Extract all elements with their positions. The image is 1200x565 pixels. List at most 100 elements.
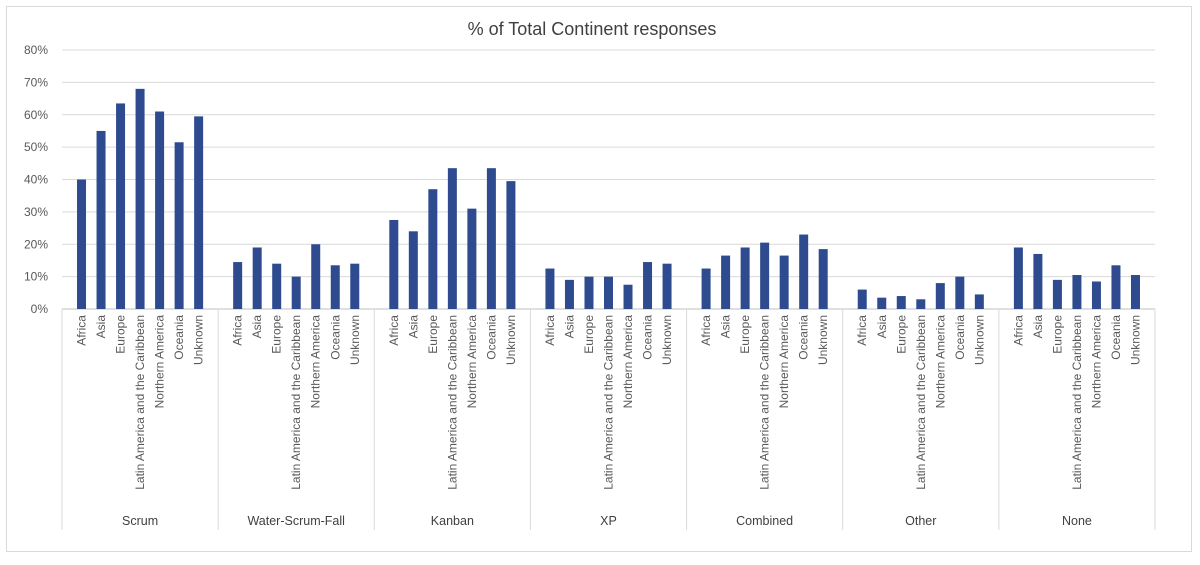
x-category-label: Northern America: [309, 315, 323, 409]
bar: [662, 263, 672, 309]
bar: [291, 276, 301, 310]
x-category-label: Oceania: [1109, 315, 1123, 360]
y-tick-label: 70%: [24, 75, 48, 89]
bar: [252, 247, 262, 309]
y-tick-label: 50%: [24, 140, 48, 154]
bar: [389, 219, 399, 309]
x-category-label: Europe: [738, 315, 752, 354]
x-group-label: Combined: [736, 514, 793, 528]
bar: [174, 142, 184, 309]
bar: [428, 189, 438, 309]
x-category-label: Africa: [855, 315, 869, 346]
x-category-label: Africa: [543, 315, 557, 346]
x-category-label: Northern America: [621, 315, 635, 409]
bar: [350, 263, 360, 309]
bar: [740, 247, 750, 309]
x-group-label: XP: [600, 514, 617, 528]
x-category-label: Unknown: [192, 315, 206, 365]
x-category-label: Europe: [114, 315, 128, 354]
x-category-label: Unknown: [816, 315, 830, 365]
x-category-label: Unknown: [972, 315, 986, 365]
y-tick-label: 60%: [24, 108, 48, 122]
bar: [311, 244, 321, 309]
bar: [564, 279, 574, 309]
x-category-label: Unknown: [504, 315, 518, 365]
bar: [1091, 281, 1101, 309]
x-category-label: Oceania: [797, 315, 811, 360]
bar: [935, 283, 945, 309]
chart-frame: [6, 6, 1192, 552]
bar: [604, 276, 613, 310]
y-axis-ticks: 0% 10% 20% 30% 40% 50% 60% 70% 80%: [24, 43, 48, 316]
x-group-label: Water-Scrum-Fall: [247, 514, 344, 528]
x-category-label: Latin America and the Caribbean: [445, 315, 459, 490]
x-category-label: Oceania: [953, 315, 967, 360]
bar: [1072, 275, 1082, 309]
x-category-label: Oceania: [641, 315, 655, 360]
x-category-label: Europe: [270, 315, 284, 354]
bar: [818, 249, 828, 309]
bar: [408, 231, 418, 309]
bar: [584, 276, 594, 310]
y-tick-label: 20%: [24, 237, 48, 251]
x-category-label: Europe: [894, 315, 908, 354]
x-category-label: Latin America and the Caribbean: [289, 315, 303, 490]
bar: [96, 130, 106, 309]
bar: [721, 255, 731, 309]
bar: [116, 103, 126, 309]
bar: [155, 111, 165, 309]
bars: [77, 88, 1140, 310]
bar: [272, 263, 282, 309]
x-category-label: Africa: [231, 315, 245, 346]
x-category-label: Europe: [426, 315, 440, 354]
x-category-label: Africa: [699, 315, 713, 346]
bar: [779, 255, 789, 309]
x-category-label: Unknown: [348, 315, 362, 365]
x-group-label: Scrum: [122, 514, 158, 528]
y-tick-label: 0%: [31, 302, 49, 316]
x-category-label: Africa: [1011, 315, 1025, 346]
gridlines: [62, 49, 1155, 310]
bar: [77, 179, 87, 309]
x-category-label: Northern America: [1089, 315, 1103, 409]
bar: [330, 265, 340, 309]
x-category-label: Europe: [1050, 315, 1064, 354]
y-tick-label: 80%: [24, 43, 48, 57]
bar: [643, 262, 653, 309]
bar: [545, 268, 555, 309]
x-category-label: Africa: [75, 315, 89, 346]
y-tick-label: 40%: [24, 173, 48, 187]
bar: [1033, 253, 1043, 309]
bar: [799, 234, 809, 309]
bar: [916, 299, 926, 309]
chart-title: % of Total Continent responses: [468, 19, 717, 39]
bar: [857, 289, 867, 309]
bar: [974, 294, 984, 309]
x-category-label: Asia: [1031, 315, 1045, 339]
bar: [1052, 279, 1062, 309]
bar: [1013, 247, 1023, 309]
bar: [623, 284, 633, 309]
bar: [135, 88, 145, 309]
x-category-label: Unknown: [660, 315, 674, 365]
x-category-label: Northern America: [777, 315, 791, 409]
bar: [233, 262, 243, 309]
x-category-label: Northern America: [933, 315, 947, 409]
y-tick-label: 30%: [24, 205, 48, 219]
x-category-label: Europe: [582, 315, 596, 354]
bar: [1111, 265, 1121, 309]
x-category-label: Latin America and the Caribbean: [133, 315, 147, 490]
x-axis: Africa Asia Europe Latin America and the Ca…: [61, 309, 1156, 530]
bar: [701, 268, 711, 309]
x-category-label: Latin America and the Caribbean: [1070, 315, 1084, 490]
x-category-label: Latin America and the Caribbean: [914, 315, 928, 490]
x-category-label: Africa: [387, 315, 401, 346]
x-category-label: Northern America: [153, 315, 167, 409]
bar: [486, 168, 496, 309]
x-category-label: Asia: [875, 315, 889, 339]
x-category-label: Latin America and the Caribbean: [602, 315, 616, 490]
bar: [1130, 275, 1140, 309]
bar: [877, 297, 887, 309]
x-group-label: Kanban: [431, 514, 474, 528]
